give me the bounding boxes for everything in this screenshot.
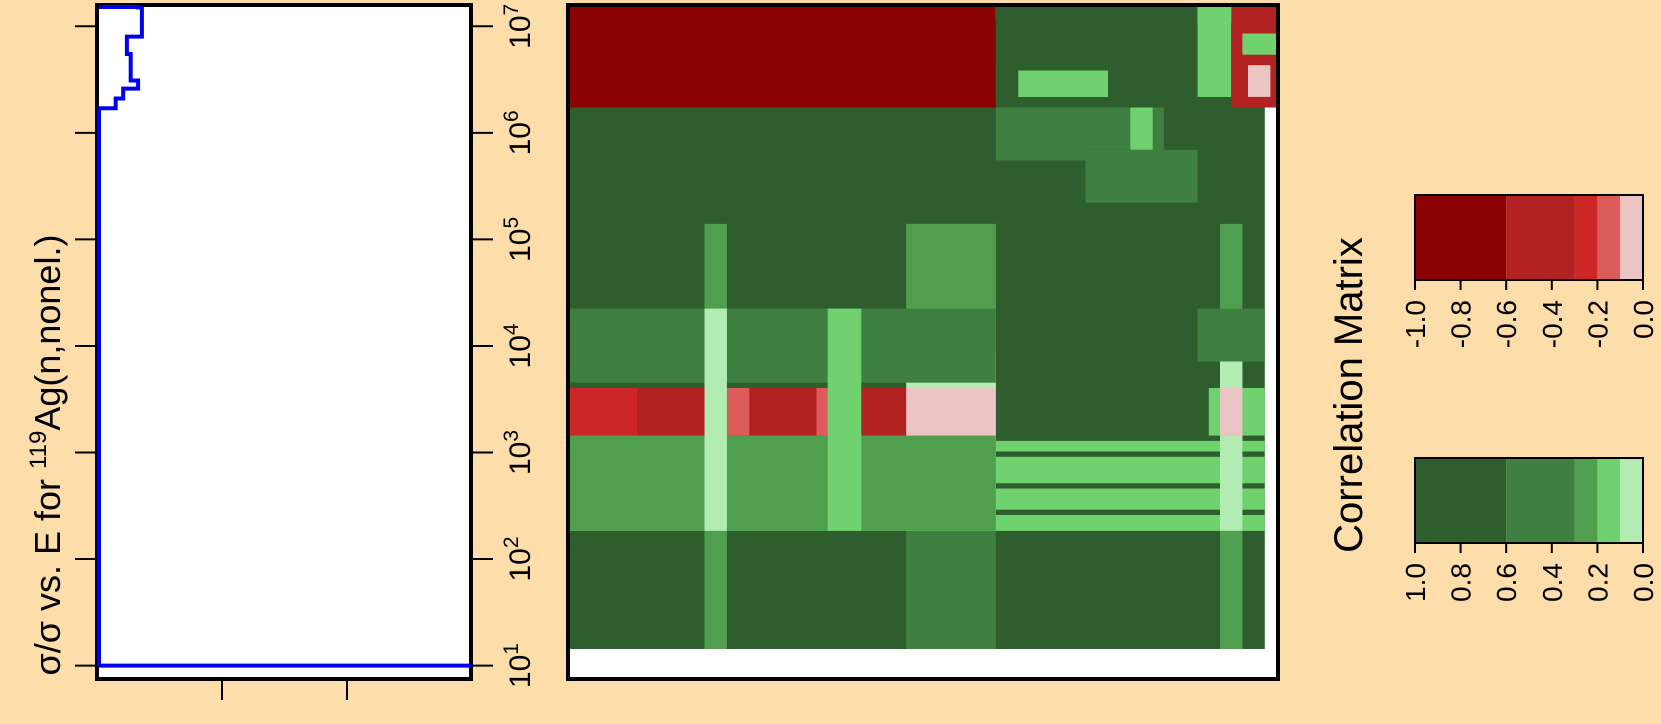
heatmap-cell: [827, 308, 862, 531]
heatmap-cell: [570, 435, 996, 531]
heatmap-cell: [570, 388, 638, 436]
uncertainty-plot-frame: [95, 3, 473, 681]
correlation-legend: Correlation Matrix -1.0 -0.8 -0.6 -0.4 -0.2 0…: [1327, 194, 1659, 602]
energy-tick-label: 105: [500, 217, 537, 262]
heatmap-cell: [704, 308, 727, 531]
uncertainty-series-line: [97, 5, 471, 668]
energy-tick-base: 10: [504, 548, 537, 581]
ylabel-suffix: Ag(n,nonel.): [27, 235, 68, 431]
energy-tick-exponent: 1: [500, 643, 523, 655]
heatmap-cell: [995, 107, 1086, 161]
legend-negative-label: -0.8: [1446, 300, 1477, 348]
legend-positive-label: 1.0: [1400, 563, 1431, 602]
energy-tick-exponent: 7: [500, 4, 523, 16]
heatmap-frame: [566, 3, 1280, 681]
heatmap-cells: [570, 7, 1276, 649]
energy-tick-exponent: 2: [500, 536, 523, 548]
energy-tick-label: 103: [500, 430, 537, 475]
legend-positive-label: 0.0: [1628, 563, 1659, 602]
legend-positive-swatch: [1597, 458, 1621, 543]
uncertainty-panel: σ/σ vs. E for 119Ag(n,nonel.): [25, 3, 493, 700]
heatmap-cell: [1242, 33, 1276, 55]
legend-negative-label: -0.6: [1491, 300, 1522, 348]
legend-negative-swatch: [1597, 195, 1621, 280]
heatmap-cell: [1197, 7, 1232, 97]
energy-tick-exponent: 3: [500, 430, 523, 442]
heatmap-cell: [1119, 75, 1164, 97]
heatmap-cell: [1220, 388, 1243, 436]
legend-positive-label: 0.2: [1582, 563, 1613, 602]
legend-positive-swatch: [1506, 458, 1575, 543]
legend-positive-label: 0.6: [1491, 563, 1522, 602]
heatmap-cell: [1018, 70, 1108, 97]
energy-tick-label: 102: [500, 536, 537, 581]
energy-tick-label: 107: [500, 4, 537, 49]
heatmap-cell: [1130, 107, 1153, 150]
energy-tick-exponent: 4: [500, 323, 523, 335]
ylabel-prefix: σ/σ vs. E for: [27, 469, 68, 675]
energy-tick-base: 10: [504, 655, 537, 688]
legend-positive-label: 0.8: [1446, 563, 1477, 602]
energy-tick-base: 10: [504, 15, 537, 48]
energy-tick-base: 10: [504, 442, 537, 475]
heatmap-cell: [1248, 65, 1271, 97]
energy-tick-exponent: 5: [500, 217, 523, 229]
energy-tick-label: 104: [500, 323, 537, 368]
legend-negative-label: -0.4: [1537, 300, 1568, 348]
legend-negative-swatch: [1415, 195, 1507, 280]
legend-negative-label: -0.2: [1582, 300, 1613, 348]
heatmap-cell: [1085, 149, 1198, 203]
energy-tick-label: 106: [500, 110, 537, 155]
legend-positive-swatch: [1620, 458, 1643, 543]
heatmap-cell: [1197, 308, 1265, 362]
legend-positive-scale: 1.0 0.8 0.6 0.4 0.2 0.0: [1400, 457, 1659, 602]
uncertainty-right-ticks: [471, 25, 493, 667]
energy-tick-base: 10: [504, 335, 537, 368]
ylabel-isotope-superscript: 119: [25, 431, 52, 469]
uncertainty-axis-label: σ/σ vs. E for 119Ag(n,nonel.): [25, 235, 68, 676]
uncertainty-left-ticks: [75, 25, 97, 667]
uncertainty-bottom-ticks: [221, 679, 348, 700]
legend-positive-swatch: [1415, 458, 1507, 543]
legend-negative-scale: -1.0 -0.8 -0.6 -0.4 -0.2 0.0: [1400, 194, 1659, 348]
energy-tick-base: 10: [504, 122, 537, 155]
heatmap-cell: [906, 388, 996, 436]
legend-negative-swatch: [1574, 195, 1598, 280]
correlation-heatmap: [566, 3, 1280, 681]
heatmap-cell: [570, 308, 996, 383]
legend-negative-label: 0.0: [1628, 300, 1659, 339]
legend-negative-swatch: [1506, 195, 1575, 280]
energy-tick-label: 101: [500, 643, 537, 688]
legend-positive-frame: [1414, 457, 1644, 544]
legend-negative-label: -1.0: [1400, 300, 1431, 348]
legend-positive-swatch: [1574, 458, 1598, 543]
legend-negative-swatch: [1620, 195, 1643, 280]
energy-tick-exponent: 6: [500, 110, 523, 122]
energy-tick-base: 10: [504, 229, 537, 262]
legend-positive-label: 0.4: [1537, 563, 1568, 602]
legend-title: Correlation Matrix: [1327, 237, 1371, 553]
legend-negative-frame: [1414, 194, 1644, 281]
heatmap-cell: [704, 17, 996, 66]
